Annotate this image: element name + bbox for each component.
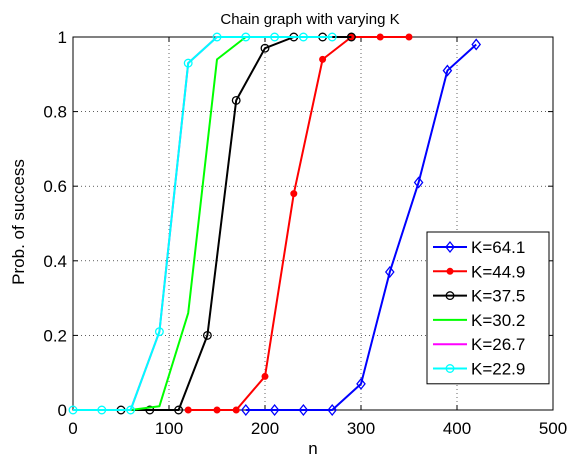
data-point: [298, 32, 308, 42]
data-point: [212, 32, 222, 42]
data-point: [126, 405, 136, 415]
legend-item: K=22.9: [433, 360, 525, 379]
data-point: [213, 406, 221, 414]
x-tick-label: 200: [251, 419, 279, 438]
series-K=44.9: [184, 33, 413, 414]
legend-item: K=26.7: [433, 335, 525, 354]
y-tick-label: 0.4: [43, 252, 67, 271]
data-point: [261, 372, 269, 380]
y-tick-label: 0.2: [43, 326, 67, 345]
data-point: [405, 33, 413, 41]
data-point: [241, 32, 251, 42]
data-point: [260, 43, 270, 53]
legend-box: [426, 231, 550, 385]
legend-label: K=30.2: [471, 311, 525, 330]
legend-item: K=44.9: [433, 262, 525, 281]
series-K=64.1: [240, 38, 482, 417]
legend-label: K=26.7: [471, 335, 525, 354]
y-tick-label: 1: [58, 28, 67, 47]
data-point: [413, 176, 424, 189]
legend-label: K=64.1: [471, 238, 525, 257]
data-point: [471, 38, 482, 51]
data-point: [298, 403, 309, 417]
data-point: [327, 32, 337, 42]
data-point: [442, 64, 453, 77]
data-point: [154, 327, 164, 337]
data-point: [68, 405, 78, 415]
legend-marker: [445, 364, 455, 373]
legend-label: K=44.9: [471, 262, 525, 281]
legend-item: K=64.1: [433, 238, 525, 257]
legend-marker: [445, 240, 455, 254]
x-tick-label: 500: [539, 419, 567, 438]
legend-item: K=30.2: [433, 311, 525, 330]
x-tick-label: 100: [155, 419, 183, 438]
data-point: [202, 330, 212, 340]
data-point: [290, 190, 298, 198]
data-point: [183, 58, 193, 68]
y-tick-label: 0: [58, 401, 67, 420]
x-tick-label: 0: [68, 419, 77, 438]
y-tick-label: 0.6: [43, 177, 67, 196]
series-line: [73, 36, 333, 411]
legend-marker: [445, 291, 455, 301]
y-tick-label: 0.8: [43, 103, 67, 122]
series-layer: [68, 32, 482, 417]
data-point: [145, 405, 155, 415]
legend-item: K=37.5: [433, 287, 525, 306]
data-point: [270, 32, 280, 42]
data-point: [269, 403, 280, 417]
legend-label: K=22.9: [471, 360, 525, 379]
x-tick-label: 400: [443, 419, 471, 438]
series-line: [245, 43, 477, 411]
data-point: [97, 405, 107, 415]
series-K=22.9: [68, 32, 337, 415]
legend: K=64.1 K=44.9 K=37.5 K=30.2 K=26.7 K=22.9: [426, 231, 550, 385]
x-axis-label: n: [308, 439, 317, 458]
data-point: [184, 406, 192, 414]
legend-marker: [446, 267, 454, 275]
data-point: [327, 403, 338, 417]
data-point: [174, 405, 184, 415]
data-point: [346, 32, 356, 42]
data-point: [232, 406, 240, 414]
data-point: [231, 95, 241, 105]
data-point: [384, 265, 395, 279]
data-point: [356, 377, 366, 390]
axis-ticks: 0 100 200 300 400 500 0 0.2 0.4 0.6 0.8 1: [43, 28, 567, 438]
chart-title: Chain graph with varying K: [220, 11, 399, 28]
data-point: [240, 403, 251, 417]
data-point: [319, 55, 327, 63]
x-tick-label: 300: [347, 419, 375, 438]
y-axis-label: Prob. of success: [9, 159, 28, 285]
legend-label: K=37.5: [471, 287, 525, 306]
data-point: [376, 33, 384, 41]
